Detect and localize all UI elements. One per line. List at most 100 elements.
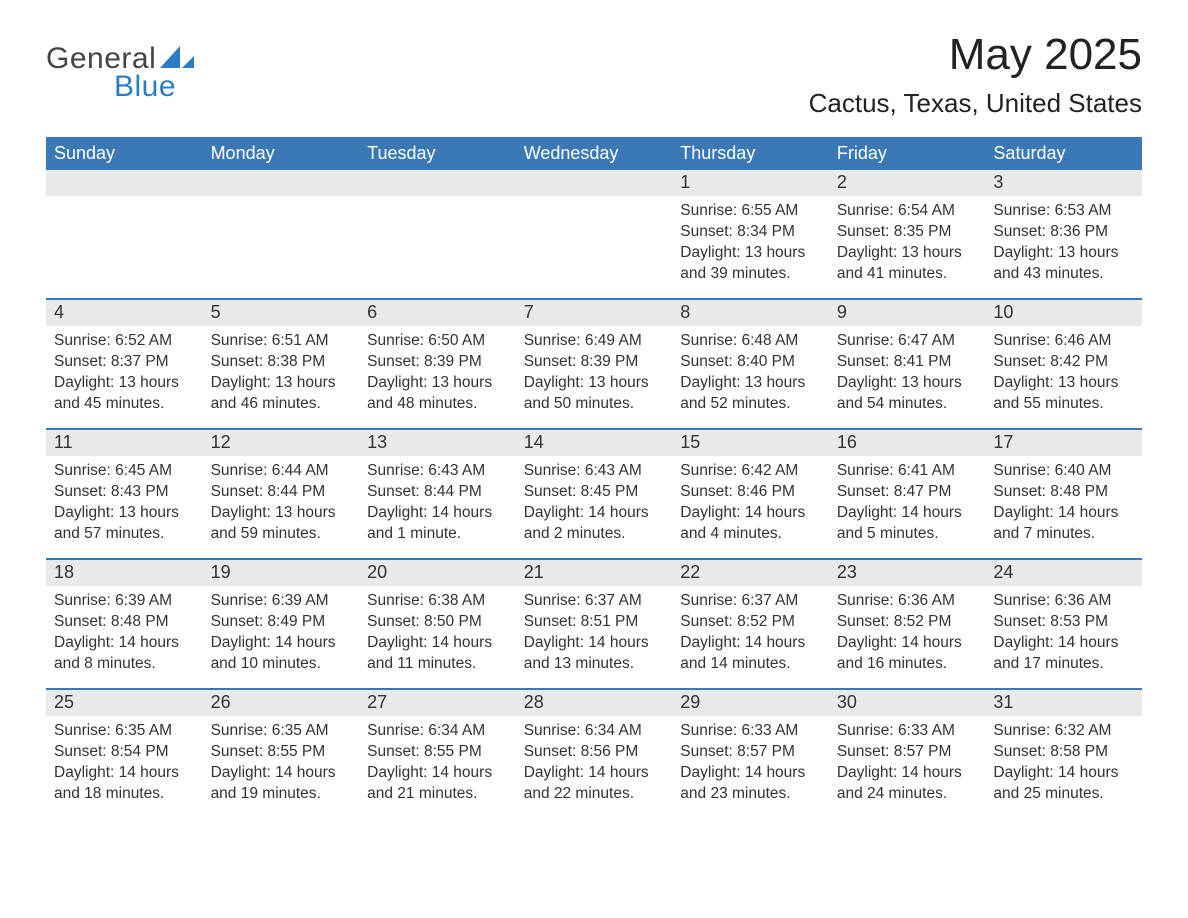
day-number: 13 — [359, 430, 516, 456]
sunset-line: Sunset: 8:50 PM — [367, 612, 508, 633]
sunrise-line: Sunrise: 6:36 AM — [993, 591, 1134, 612]
day-body: Sunrise: 6:44 AMSunset: 8:44 PMDaylight:… — [203, 456, 360, 553]
day-cell: 21Sunrise: 6:37 AMSunset: 8:51 PMDayligh… — [516, 560, 673, 688]
day-number: 18 — [46, 560, 203, 586]
sunset-line: Sunset: 8:37 PM — [54, 352, 195, 373]
day-body: Sunrise: 6:54 AMSunset: 8:35 PMDaylight:… — [829, 196, 986, 293]
day-cell — [203, 170, 360, 298]
sunset-line: Sunset: 8:52 PM — [837, 612, 978, 633]
day-body: Sunrise: 6:39 AMSunset: 8:49 PMDaylight:… — [203, 586, 360, 683]
day-body: Sunrise: 6:52 AMSunset: 8:37 PMDaylight:… — [46, 326, 203, 423]
location-text: Cactus, Texas, United States — [809, 88, 1142, 119]
day-number: 7 — [516, 300, 673, 326]
day-body: Sunrise: 6:32 AMSunset: 8:58 PMDaylight:… — [985, 716, 1142, 813]
sunrise-line: Sunrise: 6:39 AM — [211, 591, 352, 612]
sunrise-line: Sunrise: 6:34 AM — [524, 721, 665, 742]
sunrise-line: Sunrise: 6:50 AM — [367, 331, 508, 352]
weekday-header: Tuesday — [359, 137, 516, 170]
sunrise-line: Sunrise: 6:38 AM — [367, 591, 508, 612]
day-cell: 25Sunrise: 6:35 AMSunset: 8:54 PMDayligh… — [46, 690, 203, 818]
sunrise-line: Sunrise: 6:34 AM — [367, 721, 508, 742]
day-cell: 30Sunrise: 6:33 AMSunset: 8:57 PMDayligh… — [829, 690, 986, 818]
day-cell: 18Sunrise: 6:39 AMSunset: 8:48 PMDayligh… — [46, 560, 203, 688]
sunrise-line: Sunrise: 6:33 AM — [837, 721, 978, 742]
day-cell: 28Sunrise: 6:34 AMSunset: 8:56 PMDayligh… — [516, 690, 673, 818]
sunset-line: Sunset: 8:39 PM — [524, 352, 665, 373]
day-cell: 9Sunrise: 6:47 AMSunset: 8:41 PMDaylight… — [829, 300, 986, 428]
sunset-line: Sunset: 8:43 PM — [54, 482, 195, 503]
day-number — [516, 170, 673, 196]
sunset-line: Sunset: 8:44 PM — [211, 482, 352, 503]
week-row: 1Sunrise: 6:55 AMSunset: 8:34 PMDaylight… — [46, 170, 1142, 298]
sunrise-line: Sunrise: 6:54 AM — [837, 201, 978, 222]
sunset-line: Sunset: 8:49 PM — [211, 612, 352, 633]
day-number: 4 — [46, 300, 203, 326]
day-body — [516, 196, 673, 209]
weekday-header: Sunday — [46, 137, 203, 170]
day-body: Sunrise: 6:42 AMSunset: 8:46 PMDaylight:… — [672, 456, 829, 553]
day-cell: 8Sunrise: 6:48 AMSunset: 8:40 PMDaylight… — [672, 300, 829, 428]
sunrise-line: Sunrise: 6:44 AM — [211, 461, 352, 482]
day-cell — [516, 170, 673, 298]
sunrise-line: Sunrise: 6:48 AM — [680, 331, 821, 352]
sunset-line: Sunset: 8:36 PM — [993, 222, 1134, 243]
sunrise-line: Sunrise: 6:43 AM — [367, 461, 508, 482]
sunset-line: Sunset: 8:52 PM — [680, 612, 821, 633]
day-cell: 27Sunrise: 6:34 AMSunset: 8:55 PMDayligh… — [359, 690, 516, 818]
sunset-line: Sunset: 8:44 PM — [367, 482, 508, 503]
day-number: 26 — [203, 690, 360, 716]
day-body — [203, 196, 360, 209]
daylight-line: Daylight: 13 hours and 41 minutes. — [837, 243, 978, 285]
sunrise-line: Sunrise: 6:53 AM — [993, 201, 1134, 222]
sunset-line: Sunset: 8:48 PM — [54, 612, 195, 633]
sunrise-line: Sunrise: 6:55 AM — [680, 201, 821, 222]
day-cell: 13Sunrise: 6:43 AMSunset: 8:44 PMDayligh… — [359, 430, 516, 558]
daylight-line: Daylight: 14 hours and 2 minutes. — [524, 503, 665, 545]
day-cell: 12Sunrise: 6:44 AMSunset: 8:44 PMDayligh… — [203, 430, 360, 558]
day-body: Sunrise: 6:51 AMSunset: 8:38 PMDaylight:… — [203, 326, 360, 423]
sunrise-line: Sunrise: 6:35 AM — [211, 721, 352, 742]
daylight-line: Daylight: 13 hours and 43 minutes. — [993, 243, 1134, 285]
day-body: Sunrise: 6:48 AMSunset: 8:40 PMDaylight:… — [672, 326, 829, 423]
sunrise-line: Sunrise: 6:42 AM — [680, 461, 821, 482]
sunset-line: Sunset: 8:53 PM — [993, 612, 1134, 633]
day-number: 9 — [829, 300, 986, 326]
day-number: 11 — [46, 430, 203, 456]
day-cell: 24Sunrise: 6:36 AMSunset: 8:53 PMDayligh… — [985, 560, 1142, 688]
sunrise-line: Sunrise: 6:36 AM — [837, 591, 978, 612]
day-body: Sunrise: 6:40 AMSunset: 8:48 PMDaylight:… — [985, 456, 1142, 553]
daylight-line: Daylight: 13 hours and 55 minutes. — [993, 373, 1134, 415]
day-cell: 1Sunrise: 6:55 AMSunset: 8:34 PMDaylight… — [672, 170, 829, 298]
daylight-line: Daylight: 14 hours and 10 minutes. — [211, 633, 352, 675]
day-body: Sunrise: 6:33 AMSunset: 8:57 PMDaylight:… — [829, 716, 986, 813]
daylight-line: Daylight: 14 hours and 4 minutes. — [680, 503, 821, 545]
day-body: Sunrise: 6:55 AMSunset: 8:34 PMDaylight:… — [672, 196, 829, 293]
day-cell: 7Sunrise: 6:49 AMSunset: 8:39 PMDaylight… — [516, 300, 673, 428]
day-number: 21 — [516, 560, 673, 586]
day-body: Sunrise: 6:46 AMSunset: 8:42 PMDaylight:… — [985, 326, 1142, 423]
day-number: 14 — [516, 430, 673, 456]
daylight-line: Daylight: 13 hours and 57 minutes. — [54, 503, 195, 545]
daylight-line: Daylight: 13 hours and 39 minutes. — [680, 243, 821, 285]
day-number — [359, 170, 516, 196]
day-body: Sunrise: 6:33 AMSunset: 8:57 PMDaylight:… — [672, 716, 829, 813]
day-number: 22 — [672, 560, 829, 586]
day-number: 10 — [985, 300, 1142, 326]
day-number: 8 — [672, 300, 829, 326]
sunrise-line: Sunrise: 6:43 AM — [524, 461, 665, 482]
day-cell: 10Sunrise: 6:46 AMSunset: 8:42 PMDayligh… — [985, 300, 1142, 428]
day-cell — [46, 170, 203, 298]
sunset-line: Sunset: 8:35 PM — [837, 222, 978, 243]
sunset-line: Sunset: 8:55 PM — [211, 742, 352, 763]
day-body: Sunrise: 6:50 AMSunset: 8:39 PMDaylight:… — [359, 326, 516, 423]
daylight-line: Daylight: 14 hours and 22 minutes. — [524, 763, 665, 805]
day-number: 2 — [829, 170, 986, 196]
month-title: May 2025 — [809, 30, 1142, 80]
day-number: 16 — [829, 430, 986, 456]
sunset-line: Sunset: 8:38 PM — [211, 352, 352, 373]
day-number: 27 — [359, 690, 516, 716]
day-number — [203, 170, 360, 196]
day-number: 25 — [46, 690, 203, 716]
sunset-line: Sunset: 8:45 PM — [524, 482, 665, 503]
sunset-line: Sunset: 8:48 PM — [993, 482, 1134, 503]
